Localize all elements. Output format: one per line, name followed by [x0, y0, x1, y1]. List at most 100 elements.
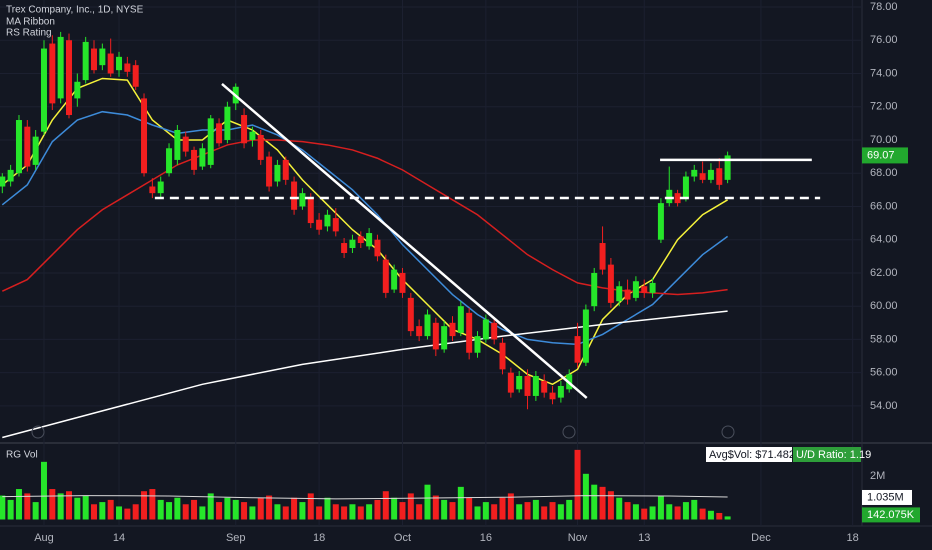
volume-bar: [132, 504, 139, 520]
volume-bar: [474, 506, 481, 520]
y-tick-label: 70.00: [870, 134, 898, 146]
volume-title[interactable]: RG Vol: [6, 450, 38, 461]
candle-body: [316, 219, 323, 230]
candle-body: [307, 198, 314, 224]
candle-body: [49, 43, 56, 104]
volume-bar: [82, 495, 89, 520]
candle-body: [682, 176, 689, 199]
volume-bar: [699, 508, 706, 520]
volume-bar: [374, 499, 381, 520]
candle-body: [241, 115, 248, 144]
x-tick-label: Dec: [751, 532, 771, 544]
candle-body: [607, 264, 614, 303]
candle-body: [341, 243, 348, 253]
moving-average-line: [1, 77, 728, 386]
volume-bar: [191, 499, 198, 520]
moving-average-line: [1, 110, 729, 346]
candle-body: [507, 372, 514, 393]
candle-body: [282, 159, 289, 180]
volume-bar: [632, 504, 639, 520]
candle-body: [107, 53, 114, 74]
event-marker[interactable]: [562, 425, 576, 439]
volume-bar: [257, 497, 264, 520]
volume-bar: [40, 461, 47, 520]
volume-bar: [24, 493, 31, 520]
volume-bar: [599, 486, 606, 520]
volume-bar: [624, 502, 631, 520]
candle-body: [574, 336, 581, 363]
volume-bar: [591, 484, 598, 520]
indicator-label[interactable]: RS Rating: [6, 28, 52, 39]
volume-bar: [516, 504, 523, 520]
avg-dollar-volume: Avg$Vol: $71.482M: [709, 449, 804, 461]
candle-body: [216, 123, 223, 144]
candle-body: [491, 322, 498, 340]
candle-body: [174, 129, 181, 160]
candle-body: [207, 118, 214, 165]
y-tick-label: 56.00: [870, 367, 898, 379]
volume-bar: [416, 504, 423, 520]
x-tick-label: 16: [480, 532, 492, 544]
volume-bar: [0, 495, 6, 520]
candle-body: [332, 218, 339, 232]
volume-bar: [674, 506, 681, 520]
candle-body: [366, 233, 373, 247]
volume-bar: [224, 497, 231, 520]
candle-body: [382, 259, 389, 293]
moving-average-line: [1, 139, 728, 296]
volume-bar: [407, 493, 414, 520]
candle-body: [541, 380, 548, 393]
volume-bar: [566, 499, 573, 520]
candle-body: [357, 236, 364, 244]
candle-body: [15, 120, 22, 174]
candle-body: [266, 156, 273, 187]
indicator-label[interactable]: MA Ribbon: [6, 17, 55, 28]
volume-bar: [182, 504, 189, 520]
candle-body: [391, 269, 398, 290]
volume-bar: [332, 504, 339, 520]
volume-bar: [482, 502, 489, 520]
candle-body: [249, 131, 256, 140]
candle-body: [91, 48, 98, 71]
candle-body: [674, 193, 681, 204]
volume-bar: [65, 491, 72, 520]
candle-body: [399, 272, 406, 293]
volume-bar: [107, 499, 114, 520]
volume-bar: [199, 506, 206, 520]
volume-bar: [274, 504, 281, 520]
candle-body: [57, 36, 64, 99]
volume-bar: [382, 491, 389, 520]
y-tick-label: 74.00: [870, 67, 898, 79]
candle-body: [99, 48, 106, 66]
candle-body: [441, 326, 448, 350]
candle-body: [299, 193, 306, 207]
volume-bar: [157, 499, 164, 520]
candle-body: [457, 306, 464, 333]
volume-bar: [116, 506, 123, 520]
y-tick-label: 54.00: [870, 400, 898, 412]
candle-body: [707, 169, 714, 180]
candle-body: [166, 148, 173, 174]
last-price-label: 69.07: [867, 149, 895, 161]
candle-body: [691, 169, 698, 177]
y-tick-label: 60.00: [870, 300, 898, 312]
avg-volume-box: [862, 489, 912, 505]
volume-bar: [324, 497, 331, 520]
volume-bar: [307, 493, 314, 520]
volume-bar: [666, 504, 673, 520]
candle-body: [32, 136, 39, 165]
volume-bar: [549, 502, 556, 520]
volume-bar: [524, 502, 531, 520]
candle-body: [432, 322, 439, 350]
volume-bar: [682, 502, 689, 520]
volume-bar: [616, 497, 623, 520]
candle-body: [291, 181, 298, 210]
volume-bar: [441, 499, 448, 520]
volume-bar: [657, 495, 664, 520]
avg-volume-label: 1.035M: [867, 491, 904, 503]
event-marker[interactable]: [721, 425, 735, 439]
event-marker[interactable]: [31, 425, 45, 439]
volume-bar: [507, 493, 514, 520]
volume-bar: [141, 491, 148, 520]
